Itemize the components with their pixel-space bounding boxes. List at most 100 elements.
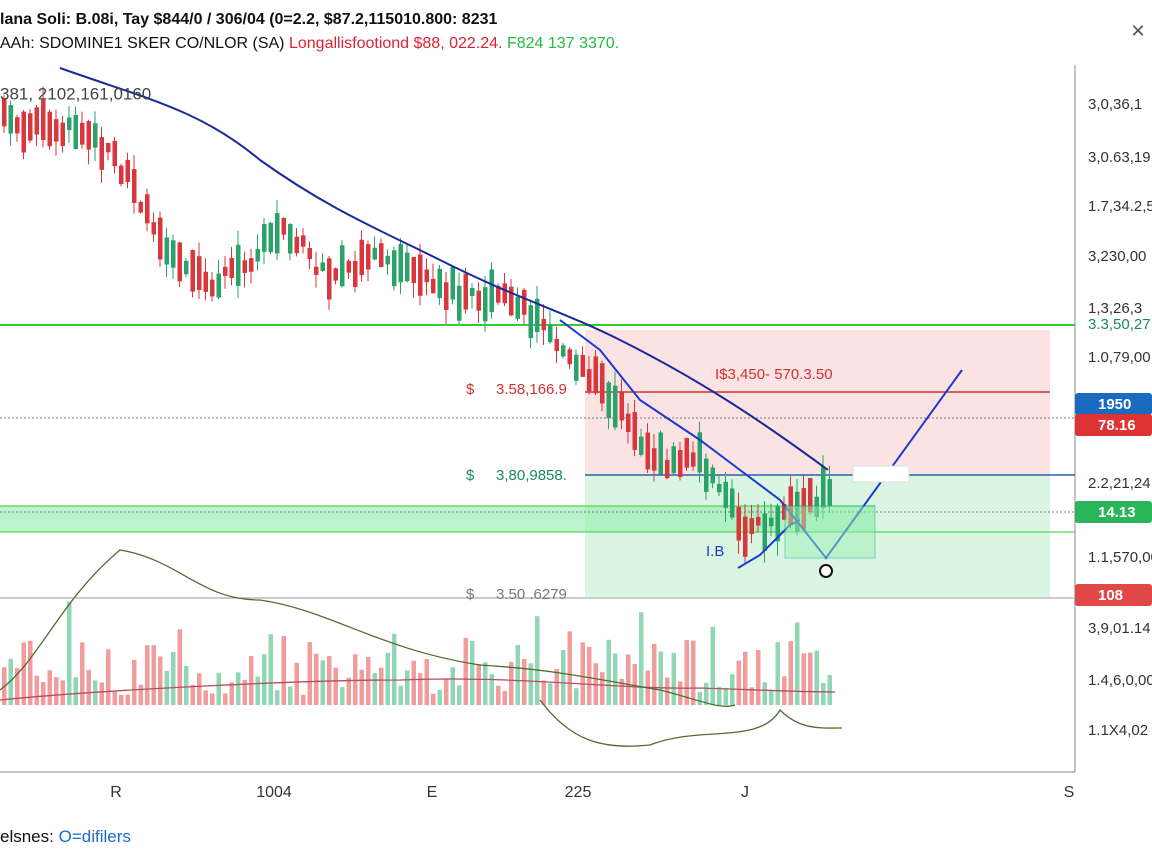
- candle-body: [223, 266, 228, 276]
- candle-body: [535, 298, 540, 333]
- volume-bar: [821, 683, 826, 705]
- volume-bar: [28, 640, 33, 705]
- marker-label: I.B: [706, 543, 724, 560]
- candle-body: [652, 448, 657, 471]
- volume-bar: [652, 643, 657, 705]
- volume-bar: [346, 677, 351, 705]
- volume-bar: [795, 622, 800, 705]
- stop-value: 3.50 .6279: [496, 586, 567, 603]
- candle-body: [197, 256, 202, 291]
- candle-body: [710, 467, 715, 484]
- entry-value: 3,80,9858.: [496, 467, 567, 484]
- volume-bar: [483, 662, 488, 705]
- volume-bar: [333, 667, 338, 705]
- subtitle-red: Longallisfootiond $88, 022.24.: [289, 35, 503, 52]
- candle-body: [821, 466, 826, 508]
- support-band: [0, 506, 875, 532]
- candle-body: [561, 345, 566, 357]
- entry-symbol: $: [466, 467, 475, 484]
- volume-bar: [606, 639, 611, 705]
- volume-bar: [723, 687, 728, 705]
- candle-body: [184, 260, 189, 275]
- close-button[interactable]: ×: [1131, 17, 1145, 44]
- candle-body: [164, 237, 169, 265]
- volume-bar: [41, 682, 46, 705]
- candle-body: [93, 123, 98, 148]
- candle-body: [548, 324, 553, 343]
- candle-body: [678, 450, 683, 478]
- candle-body: [99, 137, 104, 170]
- price-label: 1.0,79,00: [1088, 349, 1151, 366]
- volume-bar: [522, 658, 527, 705]
- volume-bar: [80, 642, 85, 705]
- candle-body: [593, 356, 598, 394]
- candle-body: [333, 268, 338, 281]
- candle-body: [8, 104, 13, 134]
- target-symbol: $: [466, 381, 475, 398]
- candle-body: [73, 114, 78, 150]
- candle-body: [34, 107, 39, 135]
- badge-text: 108: [1098, 587, 1123, 604]
- badge-text: 78.16: [1098, 417, 1136, 434]
- candle-body: [21, 111, 26, 153]
- signal-curve: [539, 699, 843, 747]
- candle-body: [392, 250, 397, 287]
- volume-bar: [808, 652, 813, 705]
- price-label: 2.2,21,24: [1088, 475, 1151, 492]
- candle-body: [398, 243, 403, 283]
- volume-bar: [450, 667, 455, 705]
- candle-body: [808, 478, 813, 513]
- volume-bar: [554, 669, 559, 705]
- volume-bar: [814, 650, 819, 705]
- candle-body: [210, 279, 215, 297]
- candle-body: [496, 285, 501, 303]
- candle-body: [353, 260, 358, 288]
- candle-body: [515, 296, 520, 319]
- header-title: lana Soli: B.08i, Tay $844/0 / 306/04 (0…: [0, 11, 497, 28]
- volume-bar: [190, 684, 195, 705]
- volume-bar: [515, 644, 520, 705]
- candle-body: [619, 392, 624, 421]
- volume-bar: [502, 691, 507, 705]
- footer-label: elsnes: O=difilers: [0, 827, 131, 846]
- volume-bar: [294, 662, 299, 705]
- volume-bar: [567, 631, 572, 705]
- price-badge: 14.13: [1075, 501, 1152, 523]
- volume-bar: [132, 659, 137, 705]
- volume-bar: [405, 670, 410, 705]
- candle-body: [749, 518, 754, 535]
- price-label: 1.1,570,00: [1088, 549, 1152, 566]
- volume-bar: [574, 688, 579, 705]
- volume-bar: [15, 668, 20, 705]
- candle-body: [613, 385, 618, 428]
- volume-bar: [704, 682, 709, 705]
- candle-body: [489, 269, 494, 313]
- candle-body: [769, 517, 774, 527]
- candle-body: [385, 255, 390, 265]
- candle-body: [437, 268, 442, 299]
- volume-bar: [691, 640, 696, 705]
- candle-body: [730, 488, 735, 518]
- volume-bar: [418, 673, 423, 705]
- candle-body: [138, 201, 143, 213]
- price-badge: 78.16: [1075, 414, 1152, 436]
- candle-body: [67, 117, 72, 131]
- price-label: 3,9,01.14: [1088, 620, 1151, 637]
- candle-body: [15, 117, 20, 134]
- volume-bar: [411, 660, 416, 705]
- price-label: 3,0.63,19: [1088, 149, 1151, 166]
- candle-body: [704, 458, 709, 492]
- candle-body: [405, 252, 410, 282]
- volume-bar: [587, 646, 592, 705]
- candle-body: [255, 248, 260, 262]
- candle-body: [177, 242, 182, 282]
- candle-body: [665, 459, 670, 479]
- volume-bar: [749, 687, 754, 705]
- volume-bar: [678, 681, 683, 705]
- candle-body: [502, 283, 507, 304]
- candle-body: [457, 285, 462, 321]
- volume-bar: [262, 654, 267, 705]
- volume-bar: [541, 680, 546, 705]
- candle-body: [587, 369, 592, 392]
